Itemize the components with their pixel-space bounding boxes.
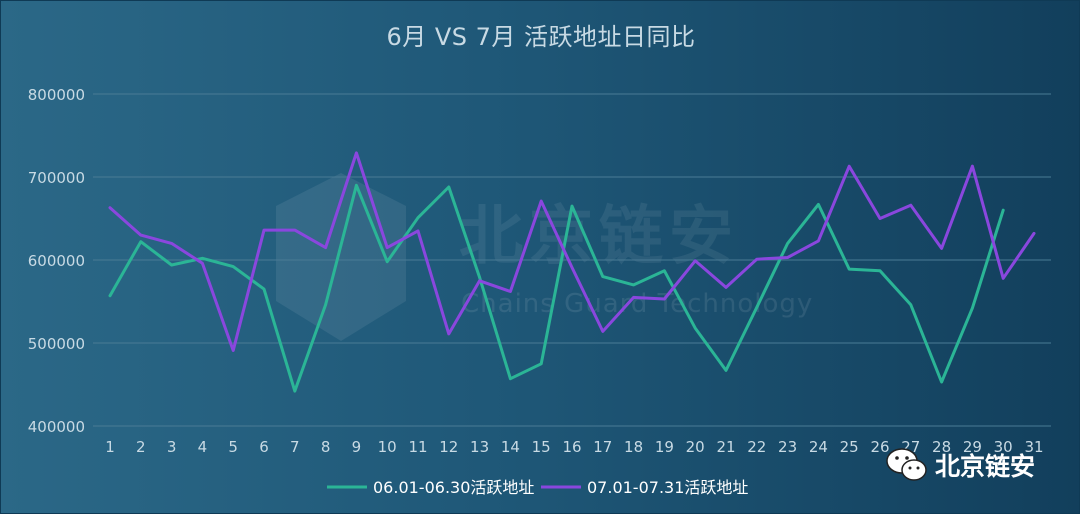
watermark-shield-icon [276, 173, 406, 341]
x-tick-label: 20 [686, 438, 705, 456]
y-tick-label: 700000 [28, 169, 85, 187]
x-tick-label: 2 [136, 438, 146, 456]
x-tick-label: 29 [963, 438, 982, 456]
legend-label: 06.01-06.30活跃地址 [373, 478, 534, 497]
x-tick-label: 5 [228, 438, 238, 456]
y-tick-label: 800000 [28, 86, 85, 104]
x-tick-label: 14 [501, 438, 520, 456]
x-tick-label: 25 [840, 438, 859, 456]
legend-item-2[interactable]: 07.01-07.31活跃地址 [541, 478, 748, 497]
legend-item-1[interactable]: 06.01-06.30活跃地址 [327, 478, 534, 497]
x-tick-label: 16 [562, 438, 581, 456]
y-tick-label: 600000 [28, 252, 85, 270]
x-tick-label: 9 [352, 438, 362, 456]
x-tick-label: 1 [105, 438, 115, 456]
x-tick-label: 18 [624, 438, 643, 456]
x-tick-label: 12 [439, 438, 458, 456]
y-tick-label: 500000 [28, 335, 85, 353]
wechat-icon [886, 448, 927, 481]
series-line-2 [108, 151, 1036, 352]
x-tick-label: 15 [532, 438, 551, 456]
x-tick-label: 28 [932, 438, 951, 456]
x-tick-label: 31 [1024, 438, 1043, 456]
x-tick-label: 23 [778, 438, 797, 456]
x-tick-label: 7 [290, 438, 300, 456]
x-tick-label: 21 [716, 438, 735, 456]
legend-label: 07.01-07.31活跃地址 [587, 478, 748, 497]
x-tick-label: 6 [259, 438, 269, 456]
x-tick-label: 4 [198, 438, 208, 456]
wechat-badge: 北京链安 [885, 445, 1035, 485]
x-tick-label: 30 [994, 438, 1013, 456]
x-tick-label: 10 [378, 438, 397, 456]
series-line-1 [108, 183, 1005, 393]
x-tick-label: 22 [747, 438, 766, 456]
x-tick-label: 13 [470, 438, 489, 456]
x-tick-label: 24 [809, 438, 828, 456]
x-tick-label: 11 [408, 438, 427, 456]
x-tick-label: 17 [593, 438, 612, 456]
wechat-badge-label: 北京链安 [935, 452, 1036, 481]
chart-title: 6月 VS 7月 活跃地址日同比 [386, 23, 696, 51]
y-tick-label: 400000 [28, 418, 85, 436]
x-tick-label: 3 [167, 438, 177, 456]
x-tick-label: 19 [655, 438, 674, 456]
x-tick-label: 26 [870, 438, 889, 456]
x-tick-label: 8 [321, 438, 331, 456]
